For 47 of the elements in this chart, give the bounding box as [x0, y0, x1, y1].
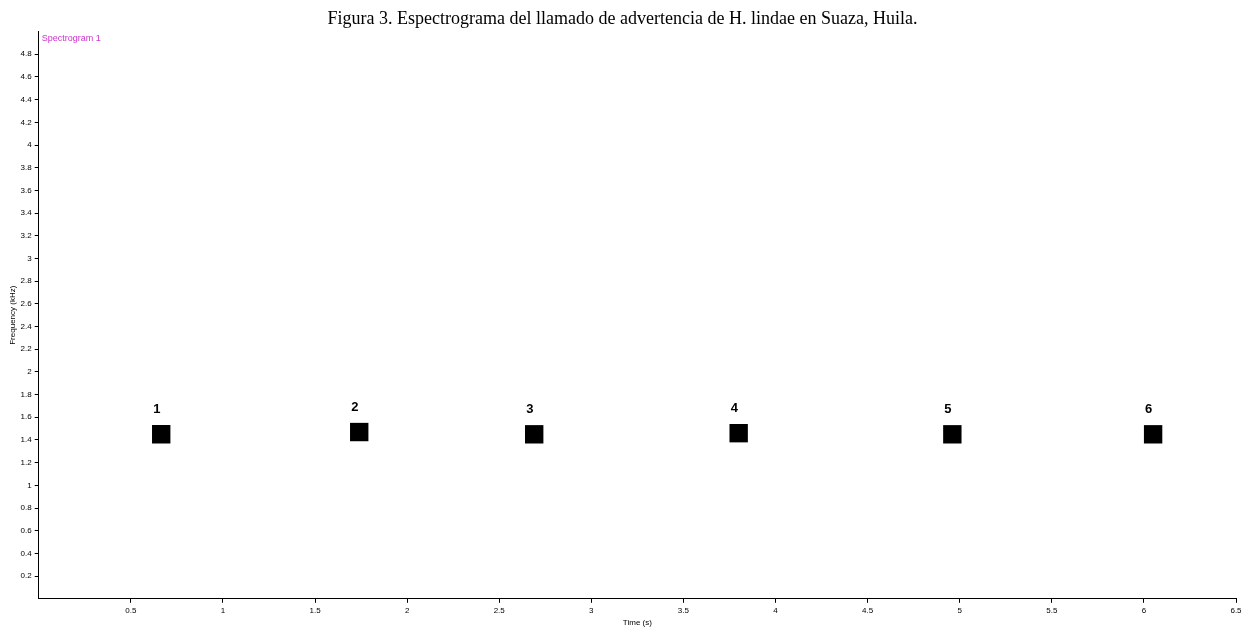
annotation: 3 [526, 401, 534, 417]
y-tick-label: 2.2 [20, 344, 33, 354]
x-tick-label: 3.5 [677, 605, 690, 615]
x-tick-label: 6.5 [1230, 605, 1243, 615]
y-tick-label: 4 [27, 140, 33, 150]
x-tick-label: 2.5 [493, 605, 506, 615]
annotation: 2 [351, 399, 359, 415]
y-tick-label: 2.6 [20, 299, 33, 309]
x-tick-label: 5 [957, 605, 963, 615]
annotation: 6 [1145, 401, 1153, 417]
y-tick-label: 0.4 [20, 548, 33, 558]
y-tick-label: 3.8 [20, 162, 33, 172]
y-tick-label: 3 [27, 253, 33, 263]
y-tick-label: 0.2 [20, 571, 33, 581]
x-tick-label: 6 [1141, 605, 1147, 615]
x-tick-label: 5.5 [1046, 605, 1058, 615]
x-tick-label: 3 [589, 605, 595, 615]
x-axis-title: Time (s) [622, 618, 653, 628]
y-tick-label: 1.4 [20, 435, 33, 445]
x-tick-label: 1.5 [309, 605, 322, 615]
x-tick-label: 4 [773, 605, 779, 615]
y-axis-title: Frequency (kHz) [8, 285, 17, 345]
y-tick-label: 4.6 [20, 72, 33, 82]
y-tick-label: 1.8 [20, 389, 33, 399]
y-tick-label: 3.6 [20, 185, 33, 195]
x-tick-label: 0.5 [125, 605, 137, 615]
y-tick-label: 3.2 [20, 231, 33, 240]
y-tick-label: 0.8 [20, 503, 33, 513]
y-tick-label: 1.2 [20, 457, 33, 467]
y-tick-label: 4.4 [20, 94, 33, 104]
y-tick-label: 4.2 [20, 117, 33, 127]
annotation: Spectrogram 1 [41, 32, 101, 43]
y-tick-label: 4.8 [20, 49, 33, 59]
annotation: 5 [944, 401, 952, 417]
annotation: 4 [730, 400, 739, 416]
chart-title: Figura 3. Espectrograma del llamado de advertencia de H. lindae en Suaza, Huila. [327, 7, 918, 28]
y-tick-label: 1.6 [20, 412, 33, 422]
x-tick-label: 1 [220, 605, 226, 615]
y-tick-label: 1 [27, 480, 33, 490]
y-tick-label: 3.4 [20, 208, 33, 218]
y-tick-label: 2.8 [20, 276, 33, 286]
y-tick-label: 2.4 [20, 321, 33, 331]
x-tick-label: 4.5 [862, 605, 874, 615]
y-tick-label: 2 [27, 367, 33, 377]
y-tick-label: 0.6 [20, 525, 33, 535]
x-tick-label: 2 [404, 605, 410, 615]
annotation: 1 [153, 401, 161, 417]
